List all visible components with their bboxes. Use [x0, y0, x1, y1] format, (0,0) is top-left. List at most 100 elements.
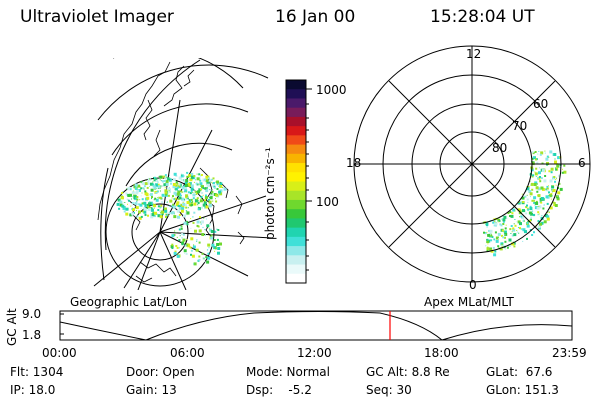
- geo-lat-circle-1: [113, 58, 244, 89]
- aurora-pixel: [549, 212, 550, 213]
- aurora-pixel: [510, 233, 512, 234]
- aurora-pixel: [534, 151, 537, 153]
- colorbar-swatch: [286, 126, 306, 136]
- aurora-pixel: [545, 195, 549, 199]
- colorbar-swatch: [286, 153, 306, 164]
- polar-mlt-18: 18: [346, 156, 362, 170]
- aurora-pixel: [146, 206, 149, 209]
- aurora-pixel: [178, 206, 182, 210]
- aurora-pixel: [157, 205, 160, 208]
- aurora-pixel: [502, 220, 505, 223]
- aurora-pixel: [216, 243, 220, 246]
- aurora-pixel: [534, 203, 536, 206]
- aurora-pixel: [180, 174, 184, 178]
- aurora-pixel: [215, 246, 217, 248]
- status-flt: Flt: 1304: [10, 365, 64, 379]
- aurora-pixel: [530, 182, 534, 186]
- aurora-pixel: [526, 187, 530, 191]
- aurora-pixel: [195, 194, 197, 195]
- aurora-pixel: [215, 198, 216, 200]
- aurora-pixel: [488, 247, 492, 251]
- aurora-pixel: [167, 194, 170, 197]
- aurora-pixel: [219, 182, 223, 186]
- aurora-pixel: [207, 198, 210, 201]
- aurora-pixel: [487, 246, 489, 248]
- aurora-pixel: [527, 208, 530, 211]
- aurora-pixel: [141, 198, 144, 201]
- aurora-pixel: [554, 160, 557, 164]
- aurora-pixel: [501, 245, 503, 247]
- aurora-pixel: [535, 176, 537, 177]
- aurora-pixel: [485, 232, 487, 234]
- aurora-pixel: [181, 233, 184, 235]
- aurora-pixel: [119, 193, 121, 195]
- aurora-pixel: [529, 205, 532, 208]
- aurora-pixel: [540, 201, 543, 204]
- colorbar-swatch: [286, 218, 306, 229]
- aurora-pixel: [201, 252, 204, 255]
- aurora-pixel: [524, 210, 526, 212]
- aurora-pixel: [550, 193, 553, 196]
- geographic-map: [93, 58, 273, 290]
- aurora-pixel: [537, 211, 540, 214]
- aurora-pixel: [534, 181, 538, 185]
- aurora-pixel: [213, 239, 216, 241]
- colorbar-swatch: [286, 246, 306, 256]
- aurora-pixel: [486, 224, 488, 226]
- aurora-pixel: [511, 231, 513, 233]
- aurora-pixel: [177, 252, 179, 254]
- aurora-pixel: [153, 199, 155, 201]
- aurora-pixel: [173, 215, 177, 219]
- aurora-pixel: [210, 192, 213, 195]
- aurora-pixel: [508, 244, 511, 247]
- aurora-pixel: [539, 176, 541, 178]
- aurora-pixel: [186, 243, 189, 246]
- aurora-pixel: [513, 223, 515, 225]
- aurora-pixel: [145, 183, 147, 185]
- instrument-title: Ultraviolet Imager: [20, 7, 174, 27]
- aurora-pixel: [196, 177, 200, 181]
- aurora-pixel: [205, 194, 207, 197]
- aurora-pixel: [511, 234, 514, 237]
- aurora-pixel: [553, 176, 556, 178]
- aurora-pixel: [539, 215, 541, 217]
- aurora-pixel: [498, 238, 500, 239]
- aurora-pixel: [502, 236, 505, 239]
- aurora-pixel: [118, 207, 121, 210]
- aurora-pixel: [209, 196, 213, 200]
- aurora-pixel: [183, 214, 186, 218]
- aurora-pixel: [519, 222, 522, 226]
- aurora-pixel: [187, 191, 190, 194]
- aurora-pixel: [540, 197, 544, 200]
- aurora-pixel: [166, 176, 168, 178]
- aurora-pixel: [154, 188, 156, 190]
- aurora-pixel: [505, 248, 507, 250]
- aurora-pixel: [541, 215, 543, 217]
- aurora-pixel: [204, 206, 207, 209]
- aurora-pixel: [159, 210, 162, 213]
- aurora-pixel: [495, 236, 499, 240]
- aurora-pixel: [195, 230, 197, 232]
- aurora-pixel: [126, 198, 128, 200]
- aurora-pixel: [535, 202, 539, 205]
- polar-plot: [353, 45, 591, 283]
- aurora-pixel: [531, 151, 534, 154]
- aurora-pixel: [201, 220, 204, 224]
- aurora-pixel: [522, 231, 524, 233]
- aurora-pixel: [184, 181, 188, 185]
- aurora-pixel: [157, 214, 161, 218]
- aurora-pixel: [170, 245, 174, 248]
- aurora-pixel: [208, 200, 212, 204]
- aurora-pixel: [159, 207, 161, 209]
- aurora-pixel: [157, 185, 161, 189]
- aurora-pixel: [146, 186, 149, 189]
- aurora-pixel: [546, 202, 549, 205]
- aurora-pixel: [489, 229, 493, 233]
- aurora-pixel: [552, 185, 554, 186]
- colorbar-swatches: [286, 80, 306, 284]
- aurora-pixel: [205, 256, 208, 259]
- altitude-ylabel: GC Alt: [5, 308, 19, 346]
- aurora-pixel: [181, 173, 183, 175]
- aurora-pixel: [123, 210, 126, 213]
